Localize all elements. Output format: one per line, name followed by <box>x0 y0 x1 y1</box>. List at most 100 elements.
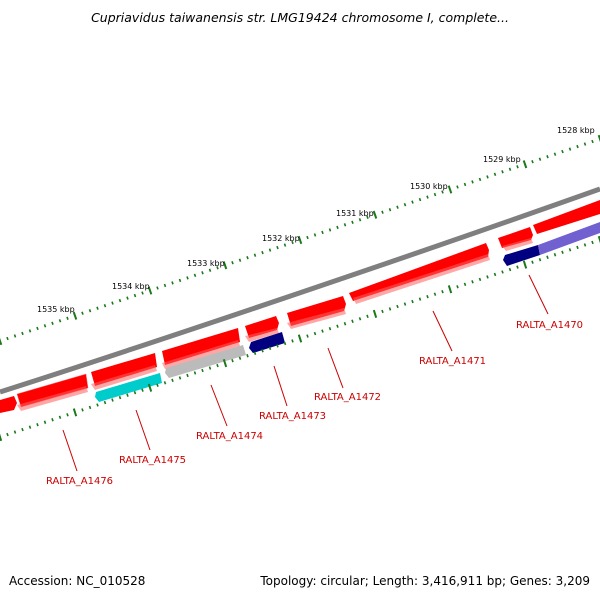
minor-tick <box>21 427 24 432</box>
minor-tick <box>246 256 249 260</box>
gene-arrow-red-4[interactable] <box>245 316 279 338</box>
major-tick <box>597 134 600 143</box>
minor-tick <box>433 192 437 197</box>
minor-tick <box>516 265 519 269</box>
minor-tick <box>478 177 482 182</box>
minor-tick <box>568 147 572 151</box>
gene-arrow-a1470-purple[interactable] <box>538 222 600 255</box>
gene-arrow-red-2[interactable] <box>91 353 157 386</box>
gene-arrow-a1475[interactable] <box>95 373 162 402</box>
gene-label-a1474[interactable]: RALTA_A1474 <box>196 431 263 442</box>
minor-tick <box>111 398 114 402</box>
gene-arrow-a1476[interactable] <box>16 373 89 408</box>
minor-tick <box>358 218 362 222</box>
minor-tick <box>21 331 24 336</box>
minor-tick <box>418 297 422 301</box>
minor-tick <box>216 266 219 270</box>
minor-tick <box>351 319 354 323</box>
minor-tick <box>553 253 557 257</box>
minor-tick <box>486 275 489 279</box>
minor-tick <box>208 268 212 272</box>
minor-tick <box>343 223 347 227</box>
minor-tick <box>328 326 332 331</box>
minor-tick <box>133 390 137 395</box>
minor-tick <box>426 195 429 199</box>
minor-tick <box>426 294 429 299</box>
minor-tick <box>478 277 482 282</box>
minor-tick <box>388 307 392 311</box>
gene-label-a1471[interactable]: RALTA_A1471 <box>419 356 486 367</box>
minor-tick <box>238 356 242 360</box>
minor-tick <box>568 248 572 252</box>
gene-arrow-partial[interactable] <box>0 396 17 413</box>
minor-tick <box>58 319 62 323</box>
forward-genes-shadow <box>17 238 533 411</box>
minor-tick <box>81 408 84 412</box>
scale-label-1534: 1534 kbp <box>112 282 150 291</box>
map-title: Cupriavidus taiwanensis str. LMG19424 ch… <box>91 10 509 25</box>
gene-arrow-a1470[interactable] <box>503 245 540 266</box>
minor-tick <box>411 200 414 204</box>
gene-label-a1476[interactable]: RALTA_A1476 <box>46 476 113 487</box>
gene-label-a1472[interactable]: RALTA_A1472 <box>314 392 381 403</box>
minor-tick <box>126 393 129 397</box>
minor-tick <box>343 322 347 326</box>
minor-tick <box>276 245 279 250</box>
minor-tick <box>493 272 497 277</box>
minor-tick <box>546 155 549 159</box>
minor-tick <box>216 363 219 368</box>
minor-tick <box>193 371 197 375</box>
minor-tick <box>28 425 32 429</box>
minor-tick <box>381 309 384 314</box>
major-tick <box>447 285 453 294</box>
minor-tick <box>381 210 384 214</box>
minor-tick <box>538 258 542 262</box>
gene-arrow-red-5[interactable] <box>498 227 533 248</box>
minor-tick <box>276 344 279 348</box>
minor-tick <box>501 170 504 174</box>
minor-tick <box>591 240 594 245</box>
gene-arrow-a1472[interactable] <box>287 296 346 326</box>
major-tick <box>297 334 303 343</box>
minor-tick <box>283 341 287 346</box>
major-tick <box>222 261 228 270</box>
minor-tick <box>583 142 587 146</box>
minor-tick <box>231 358 234 363</box>
gene-arrow-a1469[interactable] <box>533 200 600 234</box>
gene-arrow-red-3[interactable] <box>162 328 240 365</box>
minor-tick <box>561 149 564 154</box>
minor-tick <box>508 167 512 171</box>
gene-label-a1470[interactable]: RALTA_A1470 <box>516 320 583 331</box>
minor-tick <box>313 331 317 336</box>
minor-tick <box>291 240 294 245</box>
minor-tick <box>591 139 594 144</box>
major-tick <box>372 210 378 219</box>
gene-label-a1475[interactable]: RALTA_A1475 <box>119 455 186 466</box>
minor-tick <box>103 303 107 308</box>
minor-tick <box>186 373 189 378</box>
minor-tick <box>283 243 287 247</box>
minor-tick <box>396 304 399 309</box>
gene-arrow-a1471[interactable] <box>349 243 489 301</box>
topology-info-text: Topology: circular; Length: 3,416,911 bp… <box>260 574 590 588</box>
other-genes <box>95 222 600 402</box>
major-tick <box>297 235 303 245</box>
gene-arrow-a1473[interactable] <box>249 332 285 353</box>
gene-label-a1473[interactable]: RALTA_A1473 <box>259 411 326 422</box>
minor-tick <box>306 334 309 338</box>
minor-tick <box>321 329 324 333</box>
minor-tick <box>118 395 122 400</box>
minor-tick <box>321 230 324 235</box>
minor-tick <box>538 157 542 161</box>
gene-arrow-a1474[interactable] <box>165 345 246 378</box>
major-tick <box>222 358 228 368</box>
scale-label-1532: 1532 kbp <box>262 234 300 243</box>
minor-tick <box>171 281 174 285</box>
minor-tick <box>366 215 369 219</box>
minor-tick <box>561 250 564 254</box>
minor-tick <box>51 418 54 422</box>
major-tick <box>0 337 3 346</box>
minor-tick <box>456 285 459 289</box>
minor-tick <box>171 378 174 383</box>
minor-tick <box>43 420 47 424</box>
